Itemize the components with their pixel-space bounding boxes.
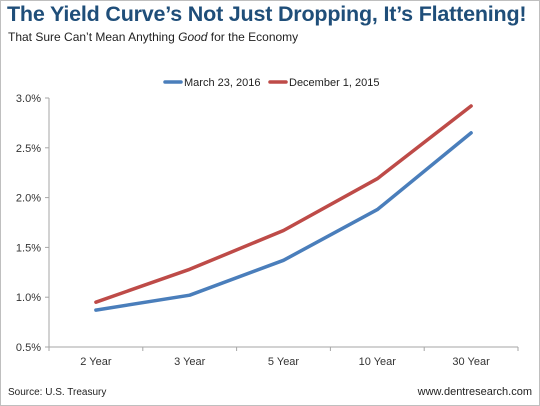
y-tick-label: 2.5% <box>16 143 41 155</box>
legend-label-1: March 23, 2016 <box>184 77 260 89</box>
legend: March 23, 2016 December 1, 2015 <box>163 77 380 89</box>
source-note: Source: U.S. Treasury <box>8 387 107 398</box>
website-credit: www.dentresearch.com <box>417 386 532 398</box>
x-tick-label: 2 Year <box>80 356 112 368</box>
series-line-1 <box>94 131 473 312</box>
y-tick-label: 0.5% <box>16 342 41 354</box>
y-tick-label: 3.0% <box>16 93 41 105</box>
subtitle-text-start: That Sure Can’t Mean Anything <box>8 30 179 44</box>
x-tick-label: 30 Year <box>452 356 490 368</box>
axes: 0.5% 1.0% 1.5% 2.0% 2.5% 3.0% 2 Year 3 Year 5 Ye… <box>16 93 519 368</box>
series-line-2 <box>94 104 473 304</box>
subtitle-text-end: for the Economy <box>207 30 299 44</box>
x-tick-label: 5 Year <box>268 356 300 368</box>
y-tick-label: 1.0% <box>16 292 41 304</box>
y-tick-label: 2.0% <box>16 193 41 205</box>
x-tick-label: 3 Year <box>174 356 206 368</box>
y-tick-label: 1.5% <box>16 242 41 254</box>
subtitle-emphasis: Good <box>178 30 208 44</box>
legend-label-2: December 1, 2015 <box>289 77 380 89</box>
chart-title: The Yield Curve’s Not Just Dropping, It’… <box>7 2 527 26</box>
series-lines <box>94 104 473 312</box>
chart-subtitle: That Sure Can’t Mean Anything Good for t… <box>8 30 298 44</box>
x-tick-label: 10 Year <box>359 356 397 368</box>
